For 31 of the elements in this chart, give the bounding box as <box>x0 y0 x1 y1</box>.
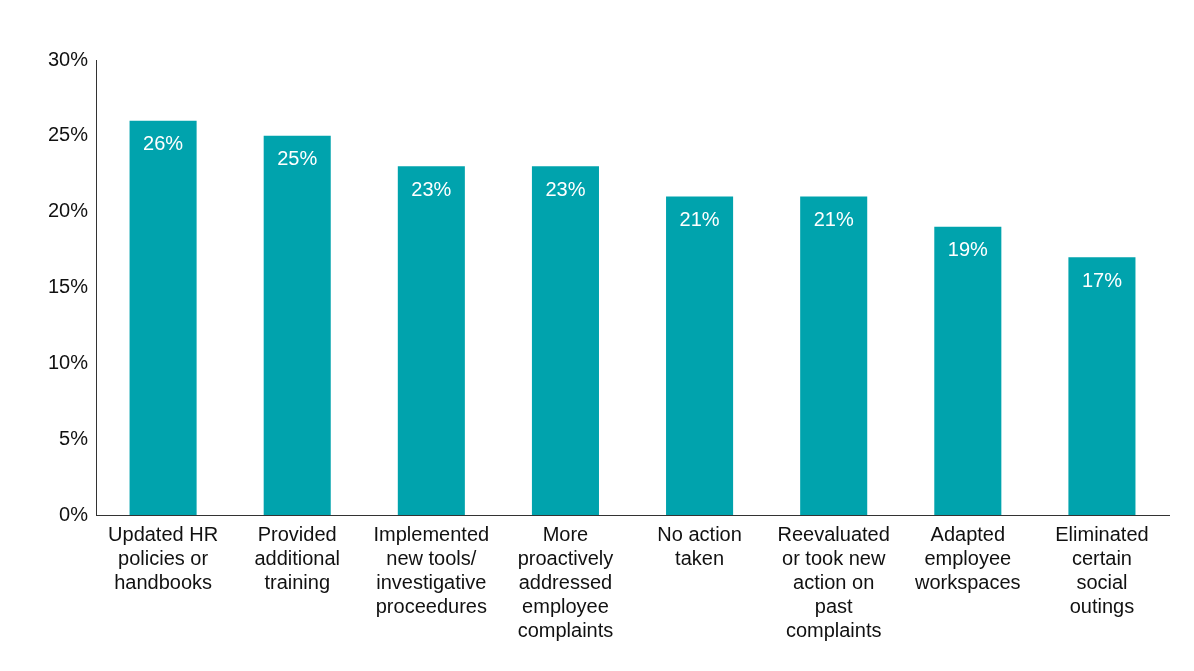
data-label: 21% <box>679 208 720 231</box>
bar <box>1068 257 1136 515</box>
data-label: 23% <box>411 177 452 200</box>
data-label: 25% <box>277 147 318 170</box>
y-tick-label: 5% <box>59 426 89 449</box>
data-label: 26% <box>143 132 184 155</box>
bar <box>531 166 599 515</box>
x-tick-label: Implemented new tools/ investigative proceedures <box>373 522 490 617</box>
y-tick-label: 20% <box>48 199 89 222</box>
x-tick-label: Provided additional training <box>254 522 341 593</box>
x-tick-label: More proactively addressed employee complaints <box>517 522 614 641</box>
y-tick-label: 15% <box>48 275 89 298</box>
data-label: 17% <box>1081 268 1123 291</box>
x-tick-label: Reevaluated or took new action on past complaints <box>777 522 890 641</box>
data-label: 23% <box>545 177 586 200</box>
x-tick-label: Eliminated certain social outings <box>1055 522 1149 617</box>
bar <box>934 226 1002 515</box>
bar <box>263 135 331 515</box>
bar <box>129 120 197 515</box>
y-tick-label: 0% <box>59 502 89 525</box>
x-tick-label: Adapted employee workspaces <box>914 522 1021 593</box>
bar <box>666 196 734 515</box>
bar <box>800 196 868 515</box>
x-tick-label: No action taken <box>657 522 742 569</box>
bar <box>397 166 465 515</box>
data-label: 21% <box>813 208 854 231</box>
y-tick-label: 30% <box>48 47 89 70</box>
y-tick-label: 10% <box>48 350 89 373</box>
x-tick-label: Updated HR policies or handbooks <box>108 522 219 593</box>
data-label: 19% <box>947 238 989 261</box>
y-tick-label: 25% <box>48 123 89 146</box>
